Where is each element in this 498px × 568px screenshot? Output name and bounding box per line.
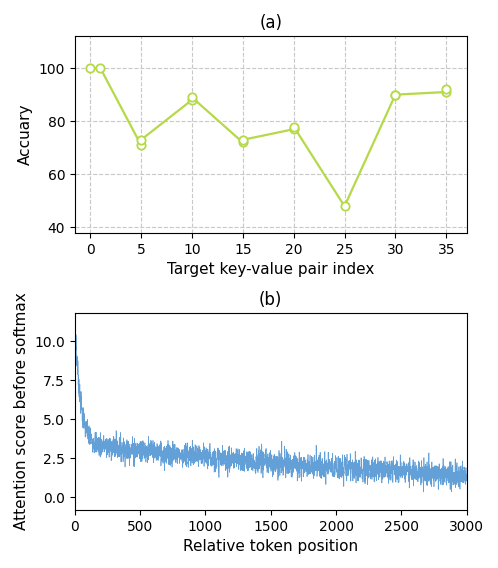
Title: (b): (b) — [259, 291, 282, 309]
X-axis label: Relative token position: Relative token position — [183, 539, 359, 554]
Y-axis label: Attention score before softmax: Attention score before softmax — [14, 293, 29, 531]
Y-axis label: Accuary: Accuary — [18, 104, 33, 165]
X-axis label: Target key-value pair index: Target key-value pair index — [167, 262, 374, 277]
Title: (a): (a) — [259, 14, 282, 32]
